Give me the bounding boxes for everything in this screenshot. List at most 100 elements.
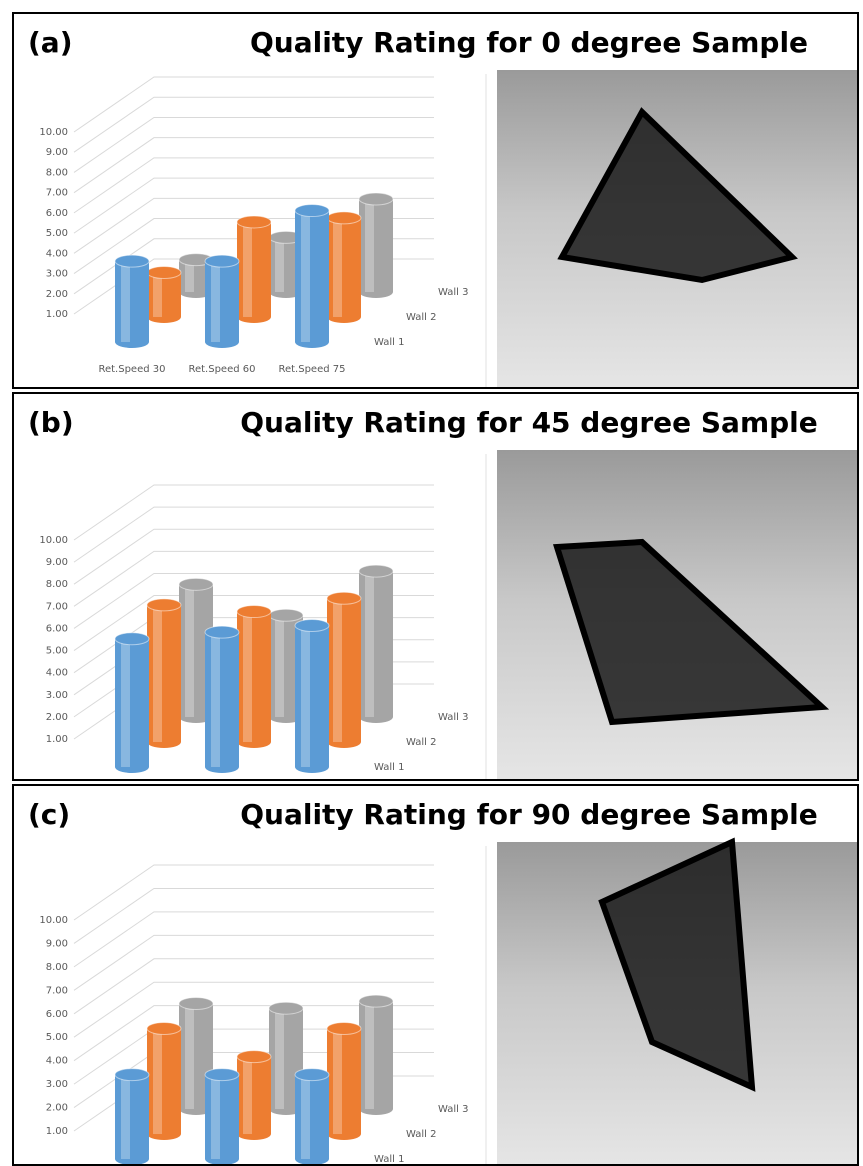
bar-highlight xyxy=(153,1029,162,1135)
bar xyxy=(295,619,329,773)
panel-label: (a) xyxy=(28,26,73,59)
bar-body xyxy=(205,1075,239,1159)
panel-canvas: (a)Quality Rating for 0 degree Sample1.0… xyxy=(14,14,859,389)
bar-body xyxy=(237,1057,271,1134)
bar-top xyxy=(269,1002,303,1014)
series-label: Wall 3 xyxy=(438,1104,468,1115)
y-tick-label: 7.00 xyxy=(46,985,68,996)
grid-line xyxy=(74,507,434,562)
x-tick-label: Ret.Speed 75 xyxy=(278,364,345,375)
bar-top xyxy=(179,998,213,1010)
y-tick-label: 9.00 xyxy=(46,557,68,568)
bar-body xyxy=(327,1029,361,1135)
y-tick-label: 10.00 xyxy=(39,127,68,138)
y-tick-label: 1.00 xyxy=(46,1126,68,1137)
bar-highlight xyxy=(365,1001,374,1109)
bar xyxy=(359,193,393,298)
y-tick-label: 1.00 xyxy=(46,309,68,320)
bar-highlight xyxy=(121,1075,130,1159)
grid-line xyxy=(74,117,434,172)
bar-body xyxy=(295,1075,329,1159)
bar xyxy=(115,255,149,348)
y-tick-label: 1.00 xyxy=(46,734,68,745)
bar xyxy=(115,633,149,773)
bar xyxy=(327,592,361,748)
bar-body xyxy=(295,625,329,767)
bar-top xyxy=(359,995,393,1007)
y-tick-label: 2.00 xyxy=(46,289,68,300)
bar-highlight xyxy=(185,1004,194,1110)
bar-top xyxy=(115,633,149,645)
panel: (b) Quality Rating for 45 degree Sample 1.… xyxy=(12,392,859,781)
bar-body xyxy=(205,261,239,342)
panel-label: (c) xyxy=(28,798,70,831)
bar xyxy=(115,1069,149,1165)
y-tick-label: 6.00 xyxy=(46,208,68,219)
bar-highlight xyxy=(275,1008,284,1109)
bar-top xyxy=(205,626,239,638)
chart-title: Quality Rating for 45 degree Sample xyxy=(240,406,818,439)
y-tick-label: 6.00 xyxy=(46,1009,68,1020)
bar-top xyxy=(327,1023,361,1035)
bar-top xyxy=(147,1023,181,1035)
bar xyxy=(327,212,361,323)
y-tick-label: 2.00 xyxy=(46,1103,68,1114)
bar xyxy=(237,606,271,748)
panel-canvas: (b) Quality Rating for 45 degree Sample 1.… xyxy=(14,394,859,781)
bar-body xyxy=(147,1029,181,1135)
bar-top xyxy=(327,592,361,604)
series-label: Wall 3 xyxy=(438,287,468,298)
bar-highlight xyxy=(211,632,220,767)
bar-top xyxy=(147,599,181,611)
bar-highlight xyxy=(333,1029,342,1135)
bar-body xyxy=(115,639,149,767)
panel-label: (b) xyxy=(28,406,74,439)
bar-highlight xyxy=(301,211,310,342)
bar xyxy=(147,599,181,748)
bar-top xyxy=(179,578,213,590)
y-tick-label: 9.00 xyxy=(46,938,68,949)
bar-top xyxy=(327,212,361,224)
bar-body xyxy=(295,211,329,342)
series-label: Wall 2 xyxy=(406,737,436,748)
y-tick-label: 9.00 xyxy=(46,147,68,158)
grid-line xyxy=(74,138,434,193)
bar xyxy=(147,1023,181,1141)
bar-top xyxy=(237,606,271,618)
bar-body xyxy=(327,598,361,742)
y-tick-label: 8.00 xyxy=(46,962,68,973)
y-tick-label: 3.00 xyxy=(46,269,68,280)
bar xyxy=(205,626,239,773)
page: (a)Quality Rating for 0 degree Sample1.0… xyxy=(0,0,863,1166)
series-label: Wall 3 xyxy=(438,712,468,723)
y-tick-label: 6.00 xyxy=(46,623,68,634)
y-tick-label: 5.00 xyxy=(46,228,68,239)
grid-line xyxy=(74,485,434,540)
y-tick-label: 4.00 xyxy=(46,668,68,679)
bar-highlight xyxy=(275,237,284,292)
grid-line xyxy=(74,77,434,132)
bar-top xyxy=(237,1051,271,1063)
bar-body xyxy=(359,199,393,292)
bar xyxy=(147,267,181,323)
series-label: Wall 1 xyxy=(374,337,404,348)
panel-canvas: (c)Quality Rating for 90 degree Sample1.… xyxy=(14,786,859,1166)
bar-top xyxy=(295,1069,329,1081)
y-tick-label: 4.00 xyxy=(46,248,68,259)
bar-top xyxy=(205,1069,239,1081)
bar-top xyxy=(269,609,303,621)
bar-body xyxy=(205,632,239,767)
y-tick-label: 5.00 xyxy=(46,1032,68,1043)
x-tick-label: Ret.Speed 60 xyxy=(188,364,255,375)
bar-body xyxy=(147,605,181,742)
y-tick-label: 3.00 xyxy=(46,690,68,701)
y-tick-label: 8.00 xyxy=(46,579,68,590)
grid-line xyxy=(74,97,434,152)
bar-top xyxy=(115,1069,149,1081)
bar-top xyxy=(359,193,393,205)
bar-body xyxy=(327,218,361,317)
bar-body xyxy=(237,612,271,742)
bar-top xyxy=(147,267,181,279)
